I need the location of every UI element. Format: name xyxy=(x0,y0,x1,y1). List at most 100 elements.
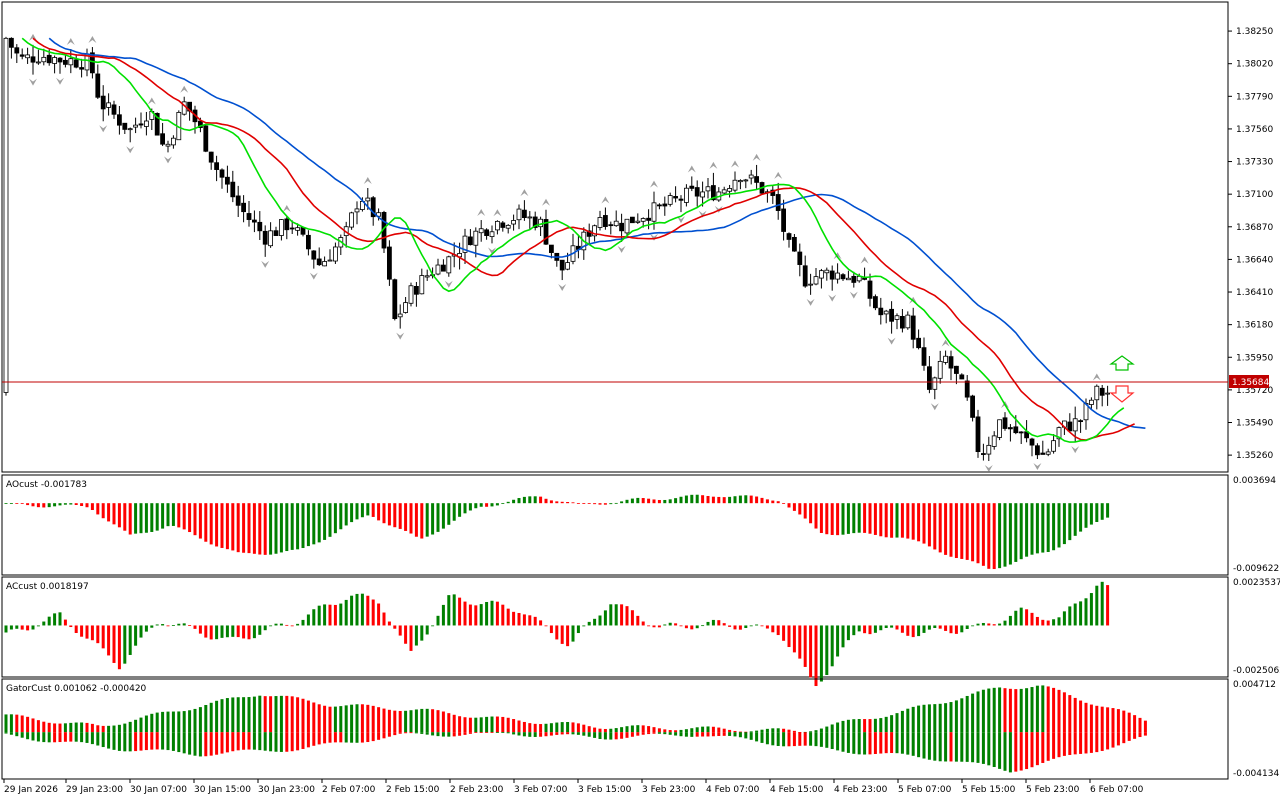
histogram-bar xyxy=(263,503,267,555)
gator-lower-bar xyxy=(1100,732,1104,751)
ac-panel[interactable]: ACcust 0.0018197 0.0023537 -0.0025062 xyxy=(1,576,1280,687)
gator-upper-bar xyxy=(409,710,413,733)
histogram-bar xyxy=(9,625,13,630)
histogram-bar xyxy=(890,503,894,538)
candle-body xyxy=(1099,387,1105,396)
candle-body xyxy=(3,37,9,393)
gator-panel[interactable]: GatorCust 0.001062 -0.000420 0.004712 -0… xyxy=(1,678,1279,780)
histogram-bar xyxy=(441,503,445,529)
histogram-bar xyxy=(744,495,748,504)
gator-upper-bar xyxy=(193,708,197,733)
gator-lower-bar xyxy=(846,732,850,753)
histogram-bar xyxy=(841,503,845,535)
gator-lower-bar xyxy=(760,732,764,743)
histogram-bar xyxy=(960,625,964,633)
candle-body xyxy=(640,218,646,222)
histogram-bar xyxy=(668,622,672,626)
candle-body xyxy=(932,377,938,390)
histogram-bar xyxy=(474,503,478,509)
histogram-bar xyxy=(425,503,429,537)
histogram-bar xyxy=(458,597,462,626)
histogram-bar xyxy=(1008,615,1012,626)
gator-lower-bar xyxy=(933,732,937,761)
candle-body xyxy=(1105,392,1110,395)
gator-lower-bar xyxy=(657,732,661,734)
gator-lower-bar xyxy=(328,732,332,743)
gator-upper-bar xyxy=(819,728,823,733)
candle-body xyxy=(462,235,468,253)
signals-layer xyxy=(1109,355,1135,403)
candle-body xyxy=(948,356,954,369)
gator-upper-bar xyxy=(792,730,796,733)
candle-body xyxy=(111,104,117,115)
candle-body xyxy=(1035,445,1040,456)
gator-upper-bar xyxy=(852,719,856,733)
gator-lower-bar xyxy=(247,732,251,750)
histogram-bar xyxy=(890,625,894,628)
histogram-bar xyxy=(42,621,46,626)
histogram-bar xyxy=(782,503,786,504)
gator-lower-bar xyxy=(560,732,564,735)
candle-body xyxy=(851,275,857,283)
candle-body xyxy=(1072,418,1078,432)
fractal-up-icon xyxy=(180,85,189,93)
histogram-bar xyxy=(960,503,964,559)
gator-upper-bar xyxy=(74,722,78,733)
histogram-bar xyxy=(857,625,861,632)
histogram-bar xyxy=(247,503,251,554)
candle-body xyxy=(975,416,981,453)
main-price-panel[interactable]: 1.38250 1.38020 1.37790 1.37560 1.37330 1.371… xyxy=(1,1,1273,473)
candle-body xyxy=(732,179,738,191)
gator-lower-bar xyxy=(171,732,175,751)
histogram-bar xyxy=(215,625,219,640)
gator-upper-bar xyxy=(360,704,364,733)
gator-lower-bar xyxy=(209,732,213,756)
histogram-bar xyxy=(463,601,467,626)
gator-lower-bar xyxy=(285,732,289,752)
histogram-bar xyxy=(1041,503,1045,553)
histogram-bar xyxy=(868,625,872,635)
fractal-down-icon xyxy=(650,233,658,241)
time-tick-label: 30 Jan 07:00 xyxy=(130,785,187,795)
histogram-bar xyxy=(15,503,19,504)
candle-body xyxy=(1067,421,1073,432)
gator-upper-bar xyxy=(31,718,35,733)
histogram-bar xyxy=(760,497,764,504)
ao-panel[interactable]: AOcust -0.001783 0.003694 -0.009622 xyxy=(1,474,1279,576)
gator-upper-bar xyxy=(922,704,926,733)
histogram-bar xyxy=(641,498,645,504)
price-tick-label: 1.37560 xyxy=(1236,125,1273,135)
fractal-up-icon xyxy=(752,153,761,161)
histogram-bar xyxy=(150,503,154,532)
gator-lower-bar xyxy=(215,732,219,755)
candle-body xyxy=(138,123,144,126)
histogram-bar xyxy=(1062,503,1066,545)
gator-lower-bar xyxy=(609,732,613,740)
histogram-bar xyxy=(393,503,397,528)
gator-lower-bar xyxy=(981,732,985,764)
gator-lower-bar xyxy=(512,732,516,735)
histogram-bar xyxy=(560,625,564,644)
histogram-bar xyxy=(431,503,435,535)
gator-lower-bar xyxy=(544,732,548,737)
histogram-bar xyxy=(954,625,958,634)
time-axis[interactable]: 29 Jan 2026 29 Jan 23:00 30 Jan 07:00 30 Ja… xyxy=(3,779,1144,795)
histogram-bar xyxy=(382,612,386,626)
candle-body xyxy=(770,189,776,196)
price-axis[interactable]: 1.38250 1.38020 1.37790 1.37560 1.37330 1.371… xyxy=(1228,27,1273,461)
gator-lower-bar xyxy=(339,732,343,743)
histogram-bar xyxy=(377,503,381,521)
candle-body xyxy=(143,120,149,127)
gator-upper-bar xyxy=(668,730,672,733)
histogram-bar xyxy=(776,625,780,636)
gator-lower-bar xyxy=(306,732,310,748)
gator-upper-bar xyxy=(452,714,456,733)
candle-body xyxy=(721,189,727,194)
histogram-bar xyxy=(1019,607,1023,626)
candle-body xyxy=(14,47,20,54)
histogram-bar xyxy=(620,604,624,626)
candle-body xyxy=(592,225,597,237)
histogram-bar xyxy=(1014,503,1018,562)
gator-upper-bar xyxy=(182,711,186,733)
